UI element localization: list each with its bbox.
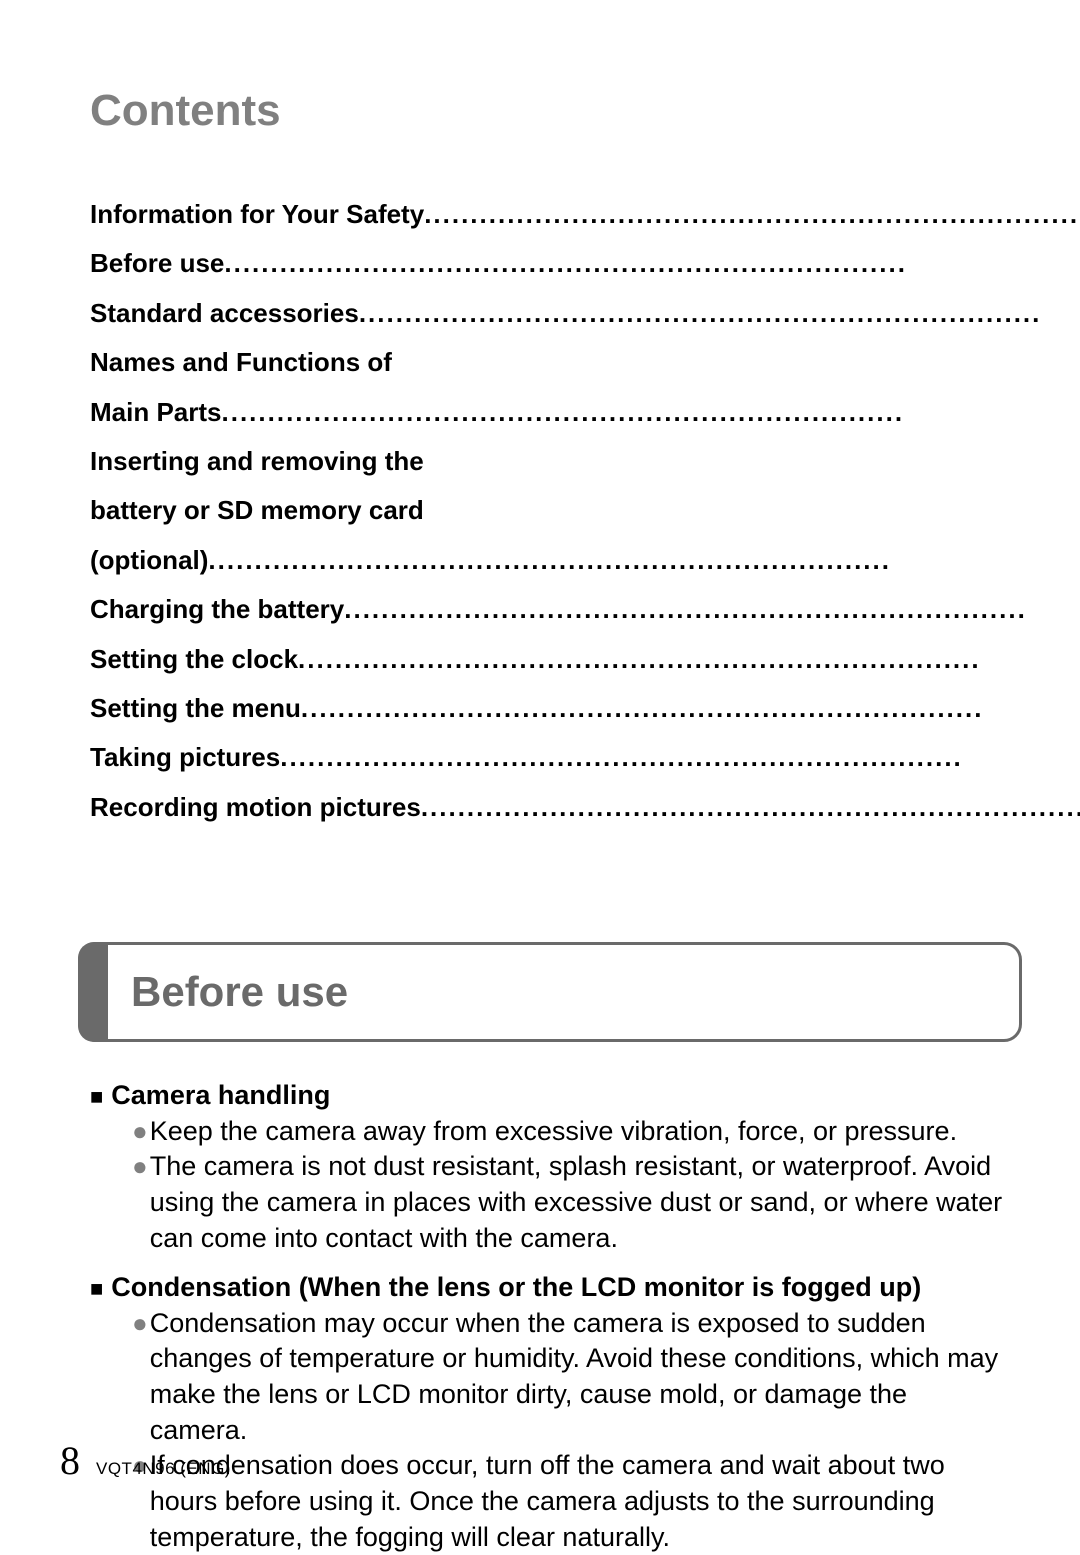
- toc-entry-label: Information for Your Safety: [90, 190, 424, 239]
- toc-entry: Setting the menu 14: [90, 684, 1080, 733]
- bullet-text: If condensation does occur, turn off the…: [150, 1448, 1010, 1555]
- banner-box: Before use: [78, 942, 1022, 1042]
- section-title: Before use: [131, 968, 348, 1016]
- toc-dots: [224, 239, 1080, 288]
- toc-columns: Information for Your Safety 2Before use …: [90, 190, 1010, 832]
- page-number: 8: [60, 1437, 80, 1484]
- round-bullet-icon: ●: [132, 1114, 148, 1148]
- bullet-text: Keep the camera away from excessive vibr…: [150, 1114, 1010, 1150]
- toc-dots: [424, 190, 1080, 239]
- contents-title: Contents: [90, 86, 1010, 136]
- sub-heading-text: Camera handling: [111, 1078, 330, 1114]
- toc-entry-label: Setting the clock: [90, 635, 298, 684]
- toc-entry: Main Parts 10: [90, 388, 1080, 437]
- toc-entry: Setting the clock 13: [90, 635, 1080, 684]
- toc-dots: [280, 733, 1080, 782]
- page-footer: 8 VQT4N96 (ENG): [60, 1437, 231, 1484]
- section-banner: Before use: [78, 942, 1022, 1042]
- round-bullet-icon: ●: [132, 1149, 148, 1183]
- toc-dots: [208, 536, 1080, 585]
- toc-dots: [359, 289, 1080, 338]
- bullet-text: Condensation may occur when the camera i…: [150, 1306, 1010, 1449]
- toc-dots: [421, 783, 1080, 832]
- toc-entry-label: (optional): [90, 536, 208, 585]
- toc-entry-label: Charging the battery: [90, 585, 344, 634]
- toc-entry-line: Inserting and removing the: [90, 437, 1080, 486]
- sub-heading: ■ Condensation (When the lens or the LCD …: [90, 1270, 1010, 1306]
- banner-tab: [78, 942, 108, 1042]
- toc-entry: Recording motion pictures 16: [90, 783, 1080, 832]
- square-bullet-icon: ■: [90, 1082, 103, 1111]
- toc-entry-label: Taking pictures: [90, 733, 280, 782]
- sub-heading-text: Condensation (When the lens or the LCD m…: [111, 1270, 921, 1306]
- toc-entry: Before use 8: [90, 239, 1080, 288]
- toc-entry-label: Before use: [90, 239, 224, 288]
- toc-entry: Information for Your Safety 2: [90, 190, 1080, 239]
- square-bullet-icon: ■: [90, 1274, 103, 1303]
- sub-heading: ■ Camera handling: [90, 1078, 1010, 1114]
- toc-entry-label: Recording motion pictures: [90, 783, 421, 832]
- toc-entry-label: Setting the menu: [90, 684, 301, 733]
- doc-code: VQT4N96 (ENG): [96, 1459, 231, 1479]
- toc-entry-line: battery or SD memory card: [90, 486, 1080, 535]
- toc-entry: Taking pictures 15: [90, 733, 1080, 782]
- bullet-text: The camera is not dust resistant, splash…: [150, 1149, 1010, 1256]
- toc-entry: Standard accessories 9: [90, 289, 1080, 338]
- bullet-item: ●Keep the camera away from excessive vib…: [90, 1114, 1010, 1150]
- bullet-item: ●The camera is not dust resistant, splas…: [90, 1149, 1010, 1256]
- toc-entry: Charging the battery 12: [90, 585, 1080, 634]
- bullet-item: ●Condensation may occur when the camera …: [90, 1306, 1010, 1449]
- toc-entry-label: Main Parts: [90, 388, 222, 437]
- toc-dots: [344, 585, 1080, 634]
- toc-dots: [301, 684, 1080, 733]
- toc-entry: (optional) 11: [90, 536, 1080, 585]
- toc-entry-line: Names and Functions of: [90, 338, 1080, 387]
- toc-dots: [222, 388, 1080, 437]
- round-bullet-icon: ●: [132, 1306, 148, 1340]
- toc-entry-label: Standard accessories: [90, 289, 359, 338]
- toc-left-column: Information for Your Safety 2Before use …: [90, 190, 1080, 832]
- toc-dots: [298, 635, 1080, 684]
